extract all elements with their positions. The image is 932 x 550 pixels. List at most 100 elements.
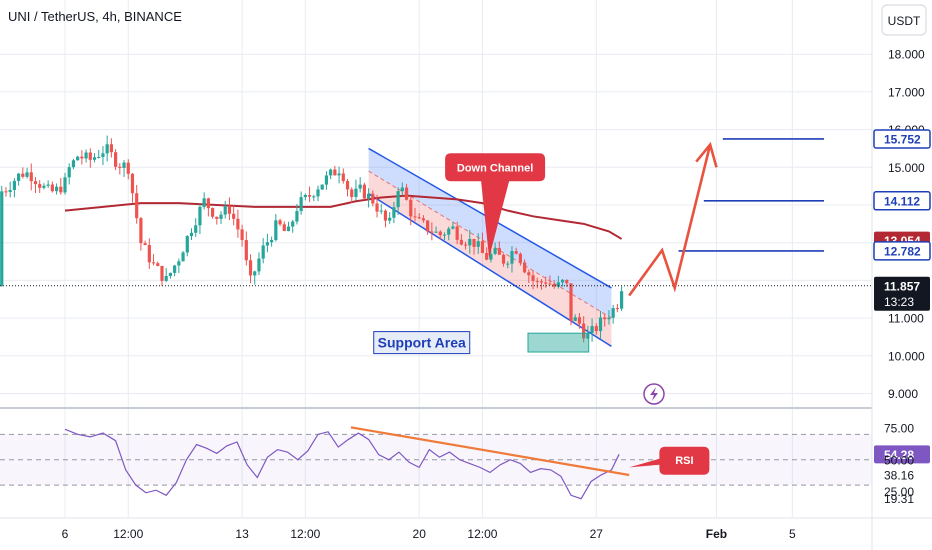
bar-countdown: 13:23 — [884, 295, 914, 309]
candle-body — [577, 317, 582, 324]
candle-body — [278, 220, 282, 225]
time-tick-label: Feb — [706, 527, 727, 541]
candle-body — [358, 184, 362, 189]
level-price-tag — [873, 241, 931, 261]
candle-body — [375, 203, 379, 212]
candle-body — [8, 189, 12, 192]
price-tick-label: 10.000 — [888, 349, 925, 363]
candle-body — [244, 240, 248, 261]
candle-body — [341, 173, 345, 182]
candle-body — [63, 177, 67, 193]
candle-body — [603, 317, 607, 320]
level-price-tag — [873, 129, 931, 149]
candle-body — [383, 210, 388, 221]
lightning-icon-bolt — [650, 387, 658, 401]
candle-body — [210, 208, 215, 217]
candle-body — [126, 162, 130, 174]
candle-body — [400, 187, 404, 192]
candle-body — [539, 281, 544, 283]
candle-body — [4, 191, 8, 193]
candle-body — [67, 167, 71, 178]
moving-average — [64, 194, 623, 240]
candle-body — [535, 280, 539, 282]
candle-body — [80, 156, 84, 159]
lightning-icon[interactable] — [643, 383, 665, 405]
candle-body — [417, 217, 421, 219]
candle-body — [615, 308, 619, 310]
candle-body — [160, 265, 164, 281]
currency-button[interactable]: USDT — [881, 4, 927, 36]
candle-body — [202, 198, 206, 207]
candle-body — [219, 214, 223, 219]
candle-body — [173, 265, 177, 273]
candle-body — [367, 193, 371, 199]
rsi-tick-label: 38.16 — [884, 468, 914, 482]
candle-body — [354, 188, 358, 197]
candle-body — [270, 240, 274, 243]
candle-body — [468, 238, 472, 246]
candle-body — [316, 189, 320, 197]
candle-body — [253, 271, 257, 276]
candle-body — [565, 279, 569, 284]
candle-body — [38, 184, 42, 188]
candle-body — [598, 317, 603, 332]
rsi-line — [64, 428, 620, 500]
rsi-callout-label: RSI — [675, 455, 693, 467]
level-price-label: 15.752 — [884, 132, 921, 146]
candle-body — [409, 199, 413, 217]
candle-body — [257, 258, 261, 272]
candle-body — [21, 173, 25, 177]
candle-body — [392, 207, 396, 218]
candle-body — [92, 157, 97, 160]
candle-body — [295, 211, 299, 222]
candle-body — [291, 221, 295, 227]
chart-header: UNI / TetherUS, 4h, BINANCE — [8, 9, 182, 24]
candle-body — [413, 216, 417, 218]
candle-body — [594, 326, 598, 332]
level-price-label: 12.782 — [884, 244, 921, 258]
candle-body — [42, 185, 46, 188]
candle-body — [185, 236, 189, 253]
currency-button-label: USDT — [888, 14, 921, 28]
candle-body — [236, 218, 240, 230]
candle-body — [105, 144, 109, 154]
level-price-tag — [873, 191, 931, 211]
candle-body — [109, 144, 113, 153]
candle-body — [232, 213, 236, 219]
time-tick-label: 13 — [235, 527, 249, 541]
down-channel-callout — [445, 153, 546, 258]
candle-body — [50, 184, 54, 192]
candle-body — [620, 291, 624, 309]
candle-body — [223, 205, 227, 215]
candle-body — [135, 193, 139, 219]
time-tick-label: 12:00 — [467, 527, 497, 541]
price-tick-label: 9.000 — [888, 387, 918, 401]
candle-body — [611, 308, 615, 318]
candle-body — [156, 263, 160, 266]
candle-body — [582, 323, 586, 339]
candle-body — [261, 245, 265, 259]
last-price-label: 11.857 — [884, 279, 920, 293]
candle-body — [548, 283, 552, 285]
candle-body — [552, 284, 556, 287]
candle-body — [379, 210, 383, 212]
rsi-trendline — [350, 426, 630, 477]
candle-body — [501, 254, 506, 264]
candle-body — [371, 193, 375, 204]
price-tick-label: 15.000 — [888, 161, 925, 175]
candle-body — [434, 231, 438, 233]
candle-body — [493, 248, 497, 254]
last-price-tag — [874, 276, 930, 311]
candle-body — [556, 282, 560, 287]
candle-body — [489, 253, 493, 260]
projection-path — [628, 144, 712, 297]
candle-body — [168, 272, 173, 277]
candle-body — [114, 152, 118, 167]
candle-body — [560, 279, 565, 283]
candle-body — [590, 326, 594, 334]
candle-body — [0, 191, 4, 286]
projection-arrow — [628, 141, 718, 297]
candle-body — [607, 317, 611, 320]
time-axis: 6 12:00 13 12:00 20 12:00 27 Feb 5 — [0, 517, 932, 541]
